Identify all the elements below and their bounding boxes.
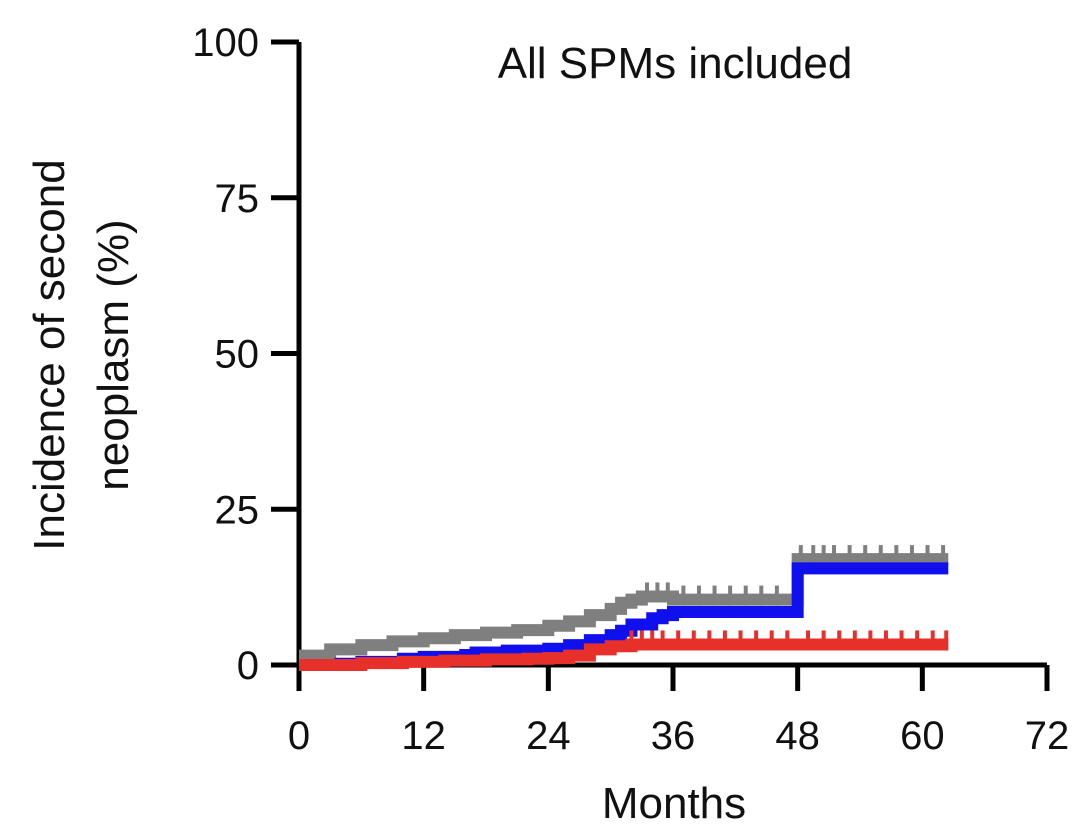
x-tick-label: 36 (651, 714, 696, 758)
y-tick-label: 0 (237, 644, 259, 688)
x-tick-label: 0 (288, 714, 310, 758)
series-layer (299, 545, 949, 671)
y-tick-label: 75 (215, 177, 260, 221)
x-axis-title: Months (602, 779, 746, 828)
series-1 (299, 545, 949, 662)
x-tick-label: 48 (775, 714, 820, 758)
y-tick-label: 100 (192, 21, 259, 65)
series-3 (299, 630, 949, 671)
axes: 0 25 50 75 100 0 12 24 36 48 60 72 (192, 21, 1069, 758)
x-tick-label: 12 (401, 714, 446, 758)
series-1-line (299, 553, 949, 662)
y-axis-title-line-2: neoplasm (%) (89, 219, 138, 490)
y-tick-label: 25 (215, 488, 260, 532)
y-axis-title: Incidence of second neoplasm (%) (25, 159, 138, 550)
y-tick-label: 50 (215, 333, 260, 377)
x-tick-label: 72 (1025, 714, 1070, 758)
x-tick-label: 24 (526, 714, 571, 758)
x-tick-label: 60 (900, 714, 945, 758)
y-axis-title-line-1: Incidence of second (25, 159, 74, 550)
chart-title: All SPMs included (498, 39, 853, 88)
